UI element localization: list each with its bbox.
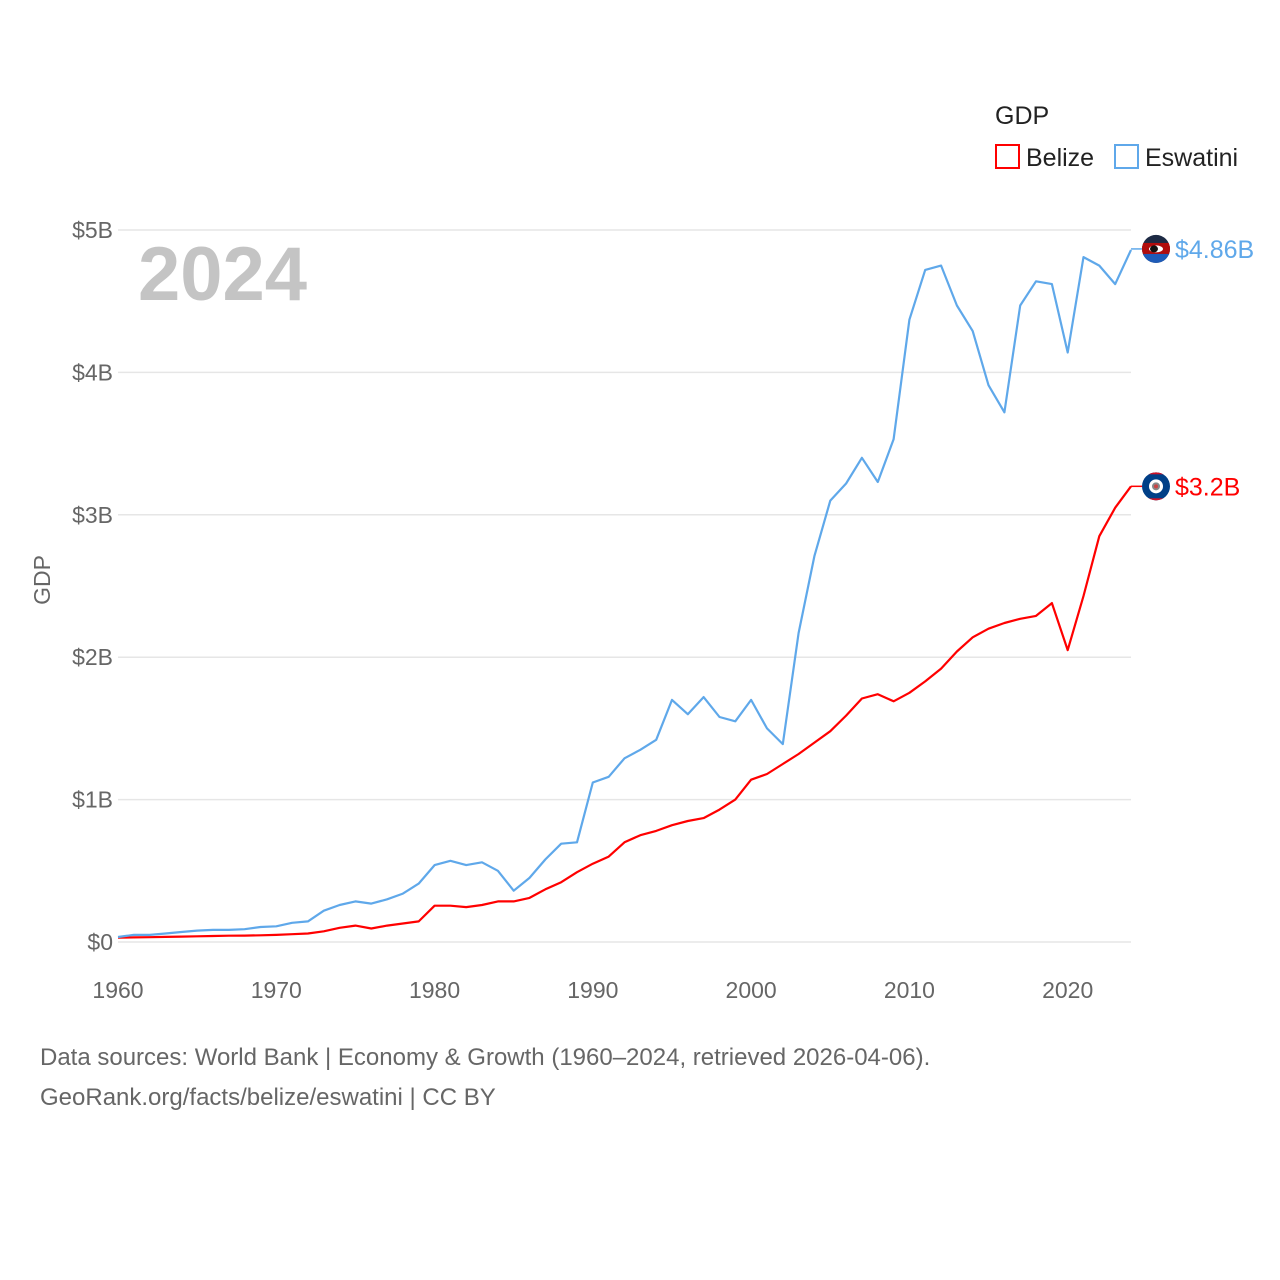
legend-title: GDP — [995, 102, 1049, 130]
end-value-label-belize: $3.2B — [1175, 473, 1240, 501]
x-tick-label: 2020 — [1042, 977, 1093, 1003]
x-tick-label: 2010 — [884, 977, 935, 1003]
flag-belize-icon — [1142, 472, 1170, 501]
legend-label-eswatini: Eswatini — [1145, 144, 1238, 172]
flag-stripe — [1142, 472, 1170, 475]
series-line-eswatini — [117, 249, 1132, 939]
flag-stripe — [1142, 253, 1170, 263]
flag-emblem-center — [1154, 484, 1158, 489]
legend-label-belize: Belize — [1026, 144, 1094, 172]
year-label: 2024 — [138, 232, 307, 317]
flag-body — [1142, 234, 1170, 263]
x-tick-label: 1980 — [409, 977, 460, 1003]
grid-lines — [118, 229, 1131, 943]
flag-shield-dark — [1150, 245, 1158, 253]
x-tick-label: 1990 — [567, 977, 618, 1003]
series-lines — [117, 249, 1132, 939]
end-value-label-eswatini: $4.86B — [1175, 236, 1254, 264]
series-end-markers: $3.2B $4.86B — [1131, 234, 1254, 501]
y-tick-label: $4B — [72, 359, 113, 385]
footer-sources: Data sources: World Bank | Economy & Gro… — [40, 1044, 931, 1071]
x-tick-label: 1970 — [251, 977, 302, 1003]
flag-eswatini-icon — [1142, 234, 1170, 263]
legend-item-belize[interactable]: Belize — [995, 144, 1094, 172]
flag-stripe — [1142, 498, 1170, 501]
legend-swatch-belize — [995, 144, 1020, 169]
y-axis-ticks: $0 $1B $2B $3B $4B $5B — [72, 217, 113, 955]
y-tick-label: $3B — [72, 502, 113, 528]
y-axis-title: GDP — [29, 555, 55, 605]
y-tick-label: $5B — [72, 217, 113, 243]
flag-body — [1142, 472, 1170, 501]
x-axis-ticks: 1960 1970 1980 1990 2000 2010 2020 — [92, 977, 1093, 1003]
legend-swatch-eswatini — [1114, 144, 1139, 169]
footer-attribution[interactable]: GeoRank.org/facts/belize/eswatini | CC B… — [40, 1084, 496, 1111]
x-tick-label: 2000 — [726, 977, 777, 1003]
x-tick-label: 1960 — [92, 977, 143, 1003]
legend-item-eswatini[interactable]: Eswatini — [1114, 144, 1238, 172]
y-tick-label: $2B — [72, 644, 113, 670]
y-tick-label: $0 — [87, 929, 113, 955]
series-line-belize — [117, 485, 1132, 939]
y-tick-label: $1B — [72, 787, 113, 813]
